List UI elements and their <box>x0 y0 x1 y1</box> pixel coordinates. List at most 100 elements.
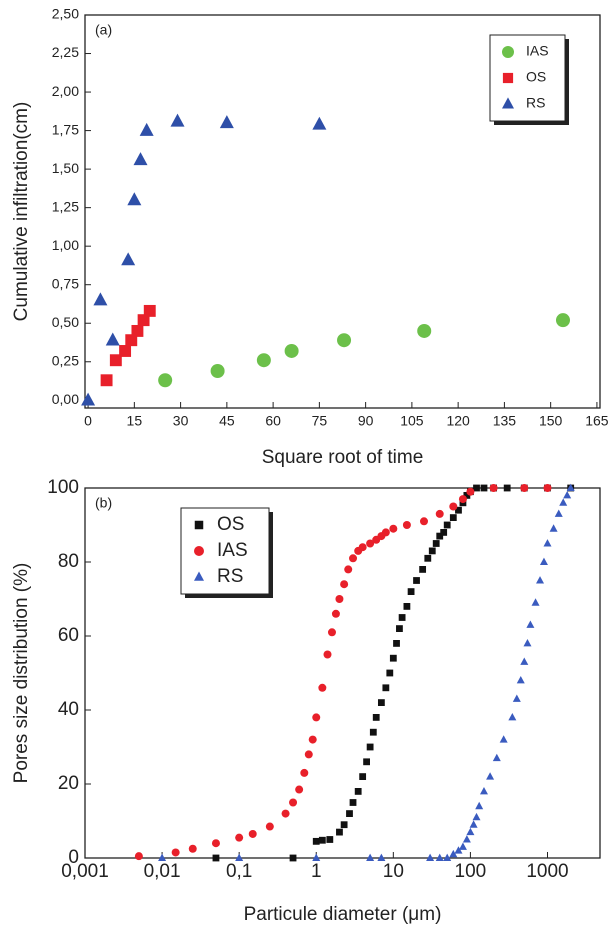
data-point <box>265 822 274 831</box>
data-point <box>81 392 96 406</box>
legend-box <box>489 34 566 122</box>
data-point <box>358 543 367 552</box>
legend-label: RS <box>217 566 243 587</box>
data-point <box>363 758 370 766</box>
data-point <box>143 304 156 317</box>
legend-label: IAS <box>526 43 549 59</box>
y-tick-label: 0,50 <box>52 314 79 330</box>
data-point <box>516 676 525 684</box>
data-point <box>520 484 529 492</box>
y-tick-label: 60 <box>58 625 79 646</box>
data-point <box>508 713 517 721</box>
data-point <box>359 773 367 780</box>
data-point <box>335 595 344 603</box>
data-point <box>389 654 397 662</box>
data-point <box>235 833 244 842</box>
data-point <box>248 829 257 838</box>
data-point <box>100 374 113 387</box>
data-point <box>336 828 343 836</box>
data-point <box>312 116 327 130</box>
data-point <box>295 785 304 794</box>
data-point <box>417 323 432 338</box>
data-point <box>539 557 548 565</box>
data-point <box>235 853 244 861</box>
data-point <box>312 853 321 861</box>
data-point <box>377 699 385 706</box>
legend-marker <box>502 46 514 58</box>
x-tick-label: 1000 <box>526 861 568 882</box>
legend-marker <box>194 571 204 581</box>
legend-marker <box>502 72 514 84</box>
data-point <box>119 345 132 357</box>
y-tick-label: 40 <box>58 699 79 720</box>
data-point <box>318 836 326 844</box>
data-point <box>127 192 142 206</box>
data-point <box>211 839 220 848</box>
data-point <box>304 750 313 759</box>
data-point <box>386 669 394 677</box>
data-point <box>327 628 336 637</box>
x-tick-label: 165 <box>585 413 609 429</box>
data-point <box>458 842 467 850</box>
data-point <box>492 753 501 762</box>
data-point <box>308 735 317 744</box>
data-point <box>462 835 471 843</box>
data-point <box>134 852 143 861</box>
data-point <box>531 598 540 606</box>
data-point <box>382 684 390 692</box>
data-point <box>105 332 120 346</box>
data-point <box>536 576 545 584</box>
data-point <box>472 812 481 821</box>
y-axis-label: Pores size distribution (%) <box>11 563 32 784</box>
legend-label: OS <box>526 69 546 85</box>
data-point <box>458 495 467 504</box>
data-point <box>479 787 488 795</box>
y-tick-label: 20 <box>58 773 79 794</box>
data-point <box>289 854 297 862</box>
data-point <box>326 836 334 843</box>
data-point <box>284 343 299 358</box>
data-point <box>188 844 197 853</box>
y-axis-label: Cumulative infiltration(cm) <box>11 102 32 322</box>
x-tick-label: 105 <box>400 413 424 429</box>
data-point <box>520 657 529 665</box>
data-point <box>555 313 570 328</box>
data-point <box>349 554 358 563</box>
y-tick-label: 1,00 <box>52 237 79 253</box>
data-point <box>475 801 484 810</box>
data-point <box>346 810 353 817</box>
data-point <box>381 528 390 537</box>
data-point <box>466 487 475 496</box>
y-tick-label: 1,50 <box>52 160 79 176</box>
data-point <box>435 509 444 518</box>
data-point <box>133 152 148 166</box>
data-point <box>463 492 471 499</box>
data-point <box>419 517 428 526</box>
y-tick-label: 0 <box>68 847 79 868</box>
data-point <box>158 373 173 388</box>
data-point <box>469 820 478 828</box>
data-point <box>424 554 432 562</box>
legend-label: IAS <box>217 540 248 561</box>
x-tick-label: 120 <box>446 413 470 429</box>
data-point <box>432 540 440 547</box>
data-point <box>403 603 411 610</box>
data-point <box>526 620 535 628</box>
data-point <box>449 849 458 858</box>
data-point <box>455 506 462 514</box>
y-tick-label: 100 <box>47 477 79 498</box>
data-point <box>170 113 185 127</box>
data-point <box>473 484 480 492</box>
data-point <box>443 853 452 861</box>
panel-label: (a) <box>95 22 112 38</box>
y-tick-label: 1,75 <box>52 121 79 137</box>
data-point <box>435 853 444 861</box>
data-point <box>480 484 488 492</box>
x-tick-label: 60 <box>265 413 281 429</box>
data-point <box>436 532 444 540</box>
data-point <box>139 122 154 136</box>
legend-label: OS <box>217 514 244 535</box>
x-tick-label: 90 <box>358 413 374 429</box>
data-point <box>366 743 374 751</box>
